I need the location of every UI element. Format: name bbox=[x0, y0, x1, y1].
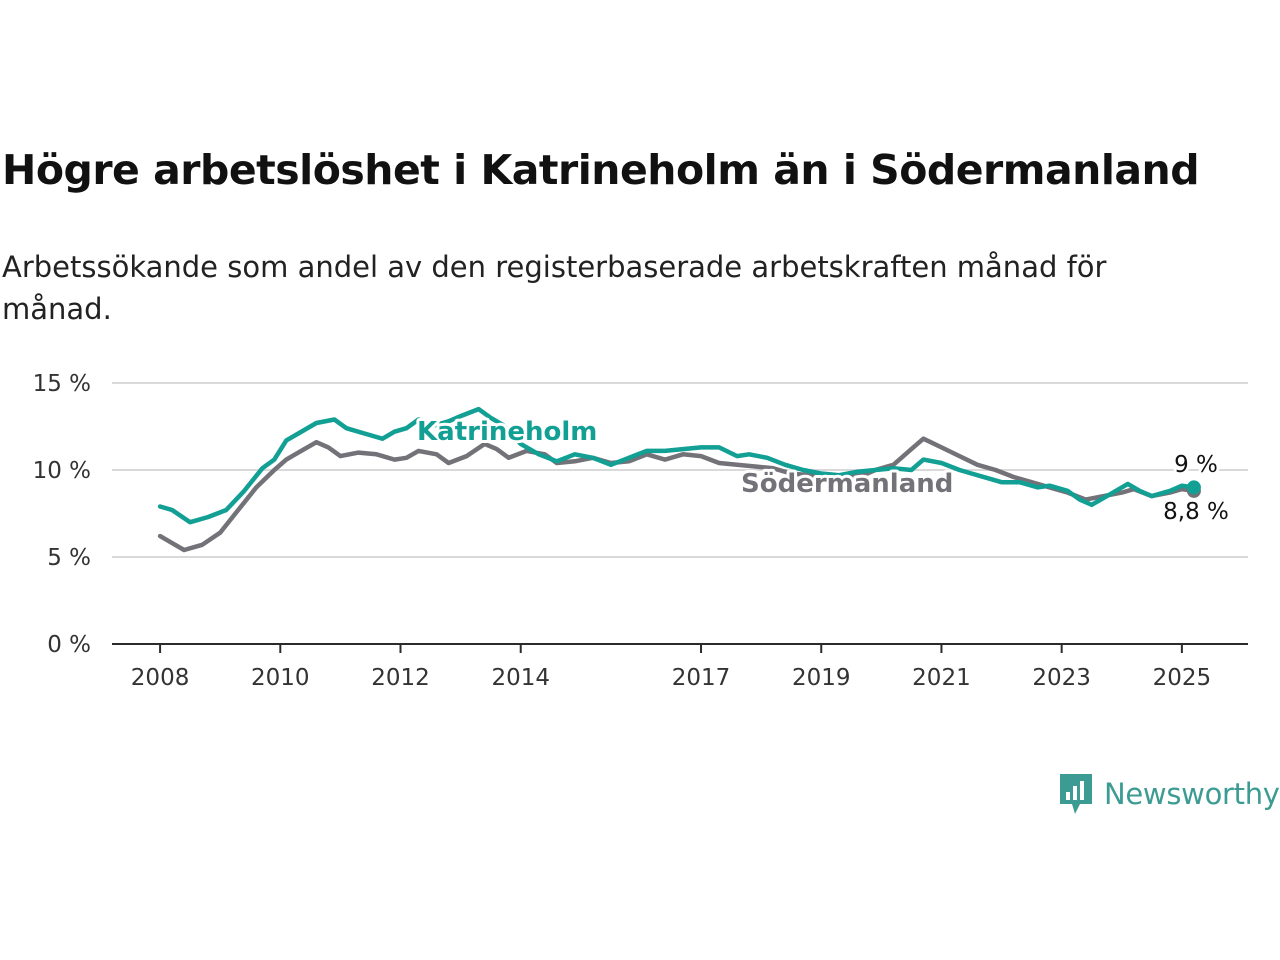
x-tick-label: 2021 bbox=[912, 665, 971, 691]
x-tick-label: 2010 bbox=[251, 665, 310, 691]
series-end-marker bbox=[1186, 480, 1201, 495]
x-tick-label: 2019 bbox=[792, 665, 851, 691]
series-lines bbox=[157, 406, 1201, 553]
y-axis-labels: 0 % 5 % 10 % 15 % bbox=[33, 371, 91, 658]
x-tick-label: 2017 bbox=[672, 665, 731, 691]
series-line-sdermanland bbox=[157, 436, 1197, 553]
series-labels: Katrineholm Södermanland 9 % 8,8 % bbox=[414, 414, 1232, 528]
chart-title: Högre arbetslöshet i Katrineholm än i Sö… bbox=[2, 146, 1200, 194]
brand-name: Newsworthy bbox=[1104, 777, 1280, 811]
grid-lines bbox=[112, 382, 1248, 558]
y-tick-label: 10 % bbox=[33, 458, 91, 484]
x-tick-label: 2023 bbox=[1032, 665, 1091, 691]
brand-logo: Newsworthy bbox=[1058, 772, 1280, 816]
y-tick-label: 0 % bbox=[47, 632, 91, 658]
x-tick-label: 2008 bbox=[131, 665, 190, 691]
y-tick-label: 15 % bbox=[33, 371, 91, 397]
end-value-label-katrineholm: 9 % bbox=[1174, 452, 1218, 478]
y-tick-label: 5 % bbox=[47, 545, 91, 571]
series-label-katrineholm: Katrineholm bbox=[417, 417, 597, 447]
chart-bubble-icon bbox=[1060, 774, 1092, 814]
x-tick-label: 2012 bbox=[371, 665, 430, 691]
x-tick-label: 2025 bbox=[1153, 665, 1212, 691]
series-line-katrineholm bbox=[157, 406, 1197, 525]
x-tick-label: 2014 bbox=[491, 665, 550, 691]
x-axis: 2008 2010 2012 2014 2017 2019 2021 2023 2025 bbox=[112, 643, 1248, 691]
series-label-sodermanland: Södermanland bbox=[741, 469, 953, 499]
chart-subtitle: Arbetssökande som andel av den registerb… bbox=[2, 250, 1107, 326]
end-value-label-sodermanland: 8,8 % bbox=[1163, 499, 1229, 525]
